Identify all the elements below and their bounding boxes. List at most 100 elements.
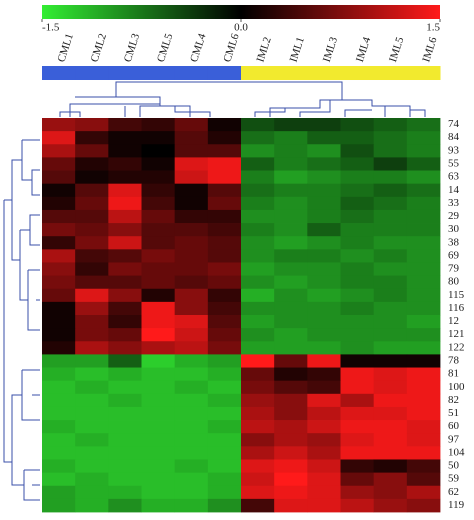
heatmap-cell <box>307 498 341 513</box>
heatmap-cell <box>241 131 275 145</box>
column-label: CML2 <box>89 32 109 64</box>
heatmap-cell <box>373 118 408 132</box>
heatmap-cell <box>207 446 242 460</box>
heatmap-cell <box>207 236 242 250</box>
heatmap-cell <box>340 459 375 473</box>
heatmap-cell <box>42 433 76 447</box>
heatmap-cell <box>406 354 441 368</box>
heatmap-cell <box>340 367 375 382</box>
heatmap-cell <box>373 380 408 395</box>
heatmap-cell <box>42 157 76 171</box>
heatmap-cell <box>373 354 408 368</box>
heatmap-cell <box>373 459 408 473</box>
heatmap-cell <box>75 380 109 395</box>
column-label: IML5 <box>387 35 406 64</box>
heatmap-cell <box>274 446 308 460</box>
heatmap-cell <box>406 459 441 473</box>
heatmap-cell <box>241 209 275 224</box>
heatmap-cell <box>307 406 341 421</box>
group-bar <box>174 66 209 80</box>
heatmap-cell <box>340 183 375 198</box>
row-label: 51 <box>448 407 459 419</box>
heatmap-cell <box>307 393 341 408</box>
colorbar-tick-label: 0.0 <box>234 22 248 34</box>
heatmap-cell <box>108 406 142 421</box>
heatmap-cell <box>241 196 275 211</box>
heatmap-cell <box>75 472 109 487</box>
heatmap-cell <box>373 367 408 382</box>
heatmap-cell <box>373 262 408 276</box>
heatmap-cell <box>207 275 242 290</box>
heatmap-cell <box>340 118 375 132</box>
heatmap-cell <box>274 288 308 303</box>
heatmap-cell <box>108 262 142 276</box>
row-label: 121 <box>448 328 465 340</box>
heatmap-cell <box>373 170 408 185</box>
heatmap-cell <box>108 328 142 342</box>
heatmap-cell <box>406 420 441 434</box>
heatmap-cell <box>75 367 109 382</box>
heatmap-cell <box>75 144 109 158</box>
heatmap-cell <box>75 262 109 276</box>
heatmap-cell <box>75 446 109 460</box>
heatmap-cell <box>207 249 242 263</box>
heatmap-cell <box>340 288 375 303</box>
row-label: 33 <box>448 197 460 209</box>
heatmap-cell <box>42 328 76 342</box>
heatmap-cell <box>406 223 441 237</box>
heatmap-cell <box>373 406 408 421</box>
heatmap-cell <box>406 446 441 460</box>
heatmap-cell <box>274 118 308 132</box>
heatmap-cell <box>241 354 275 368</box>
heatmap-cell <box>274 183 308 198</box>
heatmap-cell <box>307 118 341 132</box>
heatmap-cell <box>307 420 341 434</box>
heatmap-cell <box>241 275 275 290</box>
heatmap-cell <box>108 446 142 460</box>
heatmap-cell <box>141 262 176 276</box>
row-label: 14 <box>448 184 460 196</box>
row-label: 104 <box>448 446 465 458</box>
heatmap-cell <box>42 367 76 382</box>
row-dendrogram <box>3 139 40 501</box>
heatmap-cell <box>207 315 242 329</box>
heatmap-cell <box>307 131 341 145</box>
heatmap-cell <box>108 183 142 198</box>
heatmap-cell <box>373 157 408 171</box>
heatmap-cell <box>373 341 408 355</box>
heatmap-cell <box>108 223 142 237</box>
heatmap-cell <box>241 157 275 171</box>
heatmap-cell <box>241 393 275 408</box>
heatmap-cell <box>207 157 242 171</box>
heatmap-cell <box>373 196 408 211</box>
heatmap-cell <box>340 433 375 447</box>
heatmap-cell <box>141 209 176 224</box>
heatmap-cell <box>207 301 242 316</box>
heatmap-cell <box>75 183 109 198</box>
row-label: 59 <box>448 473 460 485</box>
row-label: 82 <box>448 394 459 406</box>
heatmap-cell <box>108 433 142 447</box>
heatmap-cell <box>174 170 209 185</box>
heatmap-cell <box>307 446 341 460</box>
heatmap-cell <box>141 420 176 434</box>
heatmap-cell <box>174 433 209 447</box>
heatmap-cell <box>174 380 209 395</box>
heatmap-cell <box>42 209 76 224</box>
group-bar <box>241 66 275 80</box>
heatmap-cell <box>307 249 341 263</box>
heatmap-cell <box>241 485 275 500</box>
heatmap-cell <box>42 420 76 434</box>
heatmap-cell <box>174 328 209 342</box>
heatmap-cell <box>274 236 308 250</box>
heatmap-cell <box>42 354 76 368</box>
heatmap-cell <box>373 131 408 145</box>
heatmap-cell <box>108 209 142 224</box>
heatmap-cell <box>207 380 242 395</box>
heatmap-cell <box>174 209 209 224</box>
heatmap-cell <box>274 485 308 500</box>
heatmap-cell <box>108 131 142 145</box>
heatmap-cell <box>307 183 341 198</box>
heatmap-cell <box>75 131 109 145</box>
